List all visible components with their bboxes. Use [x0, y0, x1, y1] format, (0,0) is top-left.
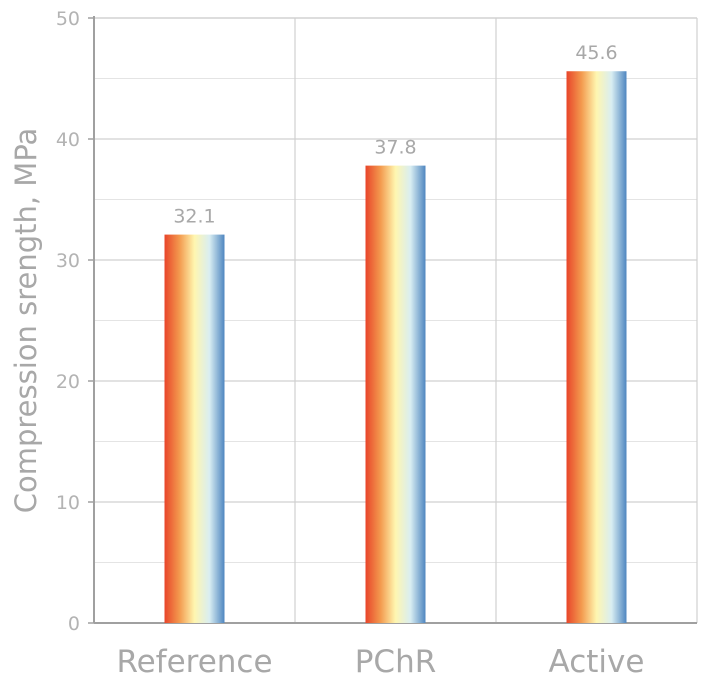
category-labels: Reference PChR Active — [116, 644, 644, 680]
y-tick-label: 20 — [56, 371, 80, 393]
value-label: 32.1 — [173, 206, 215, 228]
y-tick-label: 40 — [56, 129, 80, 151]
bars — [164, 71, 627, 624]
category-label: PChR — [355, 644, 437, 680]
category-label: Reference — [116, 644, 272, 680]
y-tick-label: 30 — [56, 250, 80, 272]
y-axis-title: Compression srength, MPa — [9, 128, 43, 514]
value-labels: 32.1 37.8 45.6 — [173, 42, 617, 227]
bar-active — [566, 71, 627, 624]
bar-pchr — [365, 165, 426, 623]
y-tick-label: 10 — [56, 492, 80, 514]
y-tick-label: 50 — [56, 8, 80, 30]
bar-reference — [164, 234, 225, 623]
y-tick-labels: 0 10 20 30 40 50 — [56, 8, 94, 635]
y-tick-label: 0 — [68, 613, 80, 635]
value-label: 37.8 — [374, 137, 416, 159]
value-label: 45.6 — [575, 42, 617, 64]
category-label: Active — [549, 644, 645, 680]
